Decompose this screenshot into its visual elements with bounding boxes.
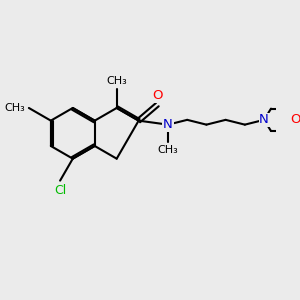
Text: CH₃: CH₃ [106,76,127,86]
Text: N: N [259,113,269,126]
Text: O: O [152,89,163,102]
Text: N: N [163,118,173,131]
Text: O: O [290,113,300,126]
Text: CH₃: CH₃ [4,103,25,113]
Text: CH₃: CH₃ [158,145,178,155]
Text: Cl: Cl [54,184,66,197]
